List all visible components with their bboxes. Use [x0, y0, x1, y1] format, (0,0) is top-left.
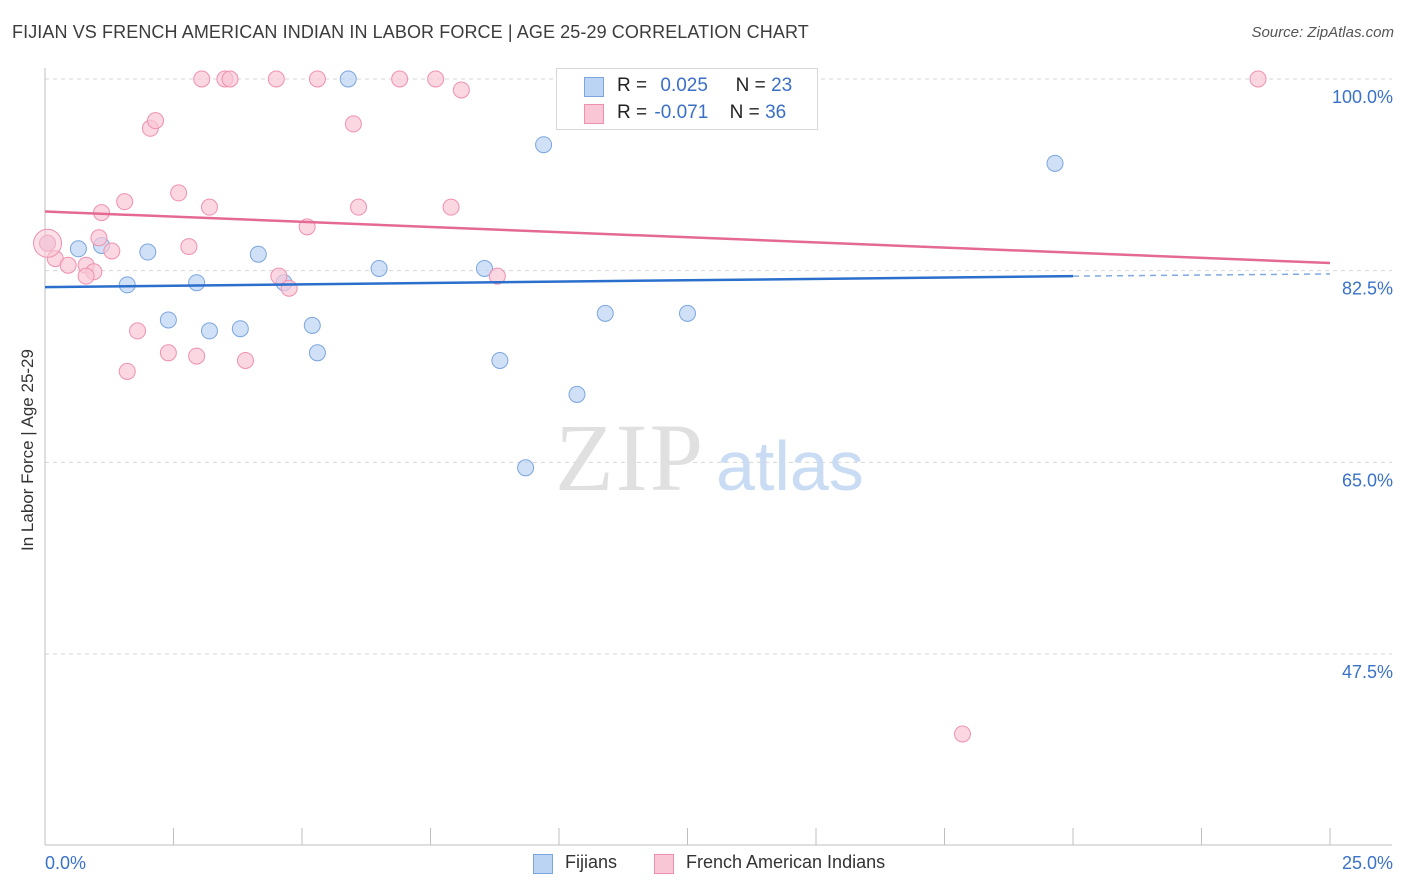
- label-layer: 47.5% 65.0% 82.5% 100.0% 0.0% 25.0%: [45, 87, 1393, 873]
- watermark-zip: ZIP: [555, 404, 705, 511]
- y-axis-title-wrap: In Labor Force | Age 25-29: [6, 160, 50, 740]
- y-tick-label: 47.5%: [1342, 662, 1393, 682]
- fijian-point: [249, 245, 267, 263]
- fijian-point: [596, 304, 614, 322]
- y-axis-title: In Labor Force | Age 25-29: [18, 349, 37, 551]
- french-american-indian-point: [170, 184, 188, 202]
- french-american-indian-point: [103, 242, 121, 260]
- fijian-point: [535, 136, 553, 154]
- x-tick-label: 25.0%: [1342, 853, 1393, 873]
- fijian-point: [475, 259, 493, 277]
- fijian-point: [188, 274, 206, 292]
- cluster-point: [33, 228, 63, 258]
- source-label: Source: ZipAtlas.com: [1251, 24, 1394, 41]
- n-value: 36: [765, 102, 787, 123]
- fijian-point: [491, 351, 509, 369]
- french-american-indian-point: [180, 238, 198, 256]
- french-american-indian-point: [267, 70, 285, 88]
- french-american-indian-point: [59, 256, 77, 274]
- pink-swatch: [654, 854, 674, 874]
- y-tick-label: 100.0%: [1332, 87, 1393, 107]
- french-american-indian-point: [442, 198, 460, 216]
- axis-layer: [44, 68, 1392, 846]
- x-tick-label: 0.0%: [45, 853, 86, 873]
- r-label: R =: [617, 102, 648, 123]
- trend-layer: [44, 210, 1331, 289]
- blue-swatch: [533, 854, 553, 874]
- chart-title: FIJIAN VS FRENCH AMERICAN INDIAN IN LABO…: [12, 22, 809, 42]
- fijian-point: [339, 70, 357, 88]
- y-tick-label: 65.0%: [1342, 470, 1393, 490]
- fijian-point: [139, 243, 157, 261]
- french-american-indian-point: [118, 362, 136, 380]
- blue-swatch: [584, 77, 604, 97]
- french-american-indian-point: [188, 347, 206, 365]
- stats-text: R = -0.071 N = 36: [617, 102, 786, 124]
- fijian-point: [303, 316, 321, 334]
- french-american-indians-trend-line: [44, 210, 1331, 265]
- r-value: 0.025: [660, 75, 708, 96]
- stats-text: R = 0.025 N = 23: [617, 75, 792, 97]
- french-american-indian-point: [193, 70, 211, 88]
- points-layer: [33, 70, 1267, 743]
- n-label: N =: [729, 102, 760, 123]
- watermark-atlas: atlas: [716, 427, 864, 505]
- legend-label: Fijians: [565, 852, 618, 872]
- fijian-point: [679, 304, 696, 322]
- french-american-indian-point: [452, 81, 470, 99]
- fijians-trend-extension: [1072, 273, 1331, 277]
- fijian-point: [1046, 154, 1064, 172]
- fijian-point: [517, 459, 535, 477]
- french-american-indian-point: [344, 115, 362, 133]
- fijian-point: [568, 385, 586, 403]
- french-american-indian-point: [350, 198, 368, 216]
- n-label: N =: [735, 75, 766, 96]
- french-american-indian-point: [129, 322, 147, 340]
- french-american-indian-point: [488, 267, 506, 285]
- french-american-indian-point: [77, 267, 95, 285]
- fijian-point: [159, 311, 177, 329]
- french-american-indian-point: [236, 351, 254, 369]
- y-tick-label: 82.5%: [1342, 279, 1393, 299]
- r-value: -0.071: [654, 102, 709, 123]
- french-american-indian-point: [116, 193, 134, 211]
- french-american-indian-point: [147, 112, 165, 130]
- fijian-point: [118, 276, 136, 294]
- fijian-point: [69, 240, 87, 258]
- french-american-indian-point: [280, 279, 298, 297]
- french-american-indian-point: [159, 344, 177, 362]
- french-american-indian-point: [391, 70, 409, 88]
- n-value: 23: [771, 75, 793, 96]
- french-american-indian-point: [90, 229, 108, 247]
- french-american-indian-point: [953, 725, 971, 743]
- fijian-point: [308, 344, 326, 362]
- french-american-indian-point: [221, 70, 239, 88]
- fijian-point: [370, 259, 388, 277]
- pink-swatch: [584, 104, 604, 124]
- french-american-indian-point: [427, 70, 445, 88]
- french-american-indian-point: [1249, 70, 1267, 88]
- fijians-trend-line: [44, 274, 1074, 289]
- r-label: R =: [617, 75, 648, 96]
- legend: Fijians French American Indians: [0, 852, 1406, 878]
- fijian-point: [200, 322, 218, 340]
- legend-label: French American Indians: [686, 852, 886, 872]
- french-american-indian-point: [308, 70, 326, 88]
- watermark: ZIP atlas: [555, 404, 864, 511]
- french-american-indian-point: [200, 198, 218, 216]
- stats-box: R = 0.025 N = 23 R = -0.071 N = 36: [556, 68, 818, 130]
- fijian-point: [231, 320, 249, 338]
